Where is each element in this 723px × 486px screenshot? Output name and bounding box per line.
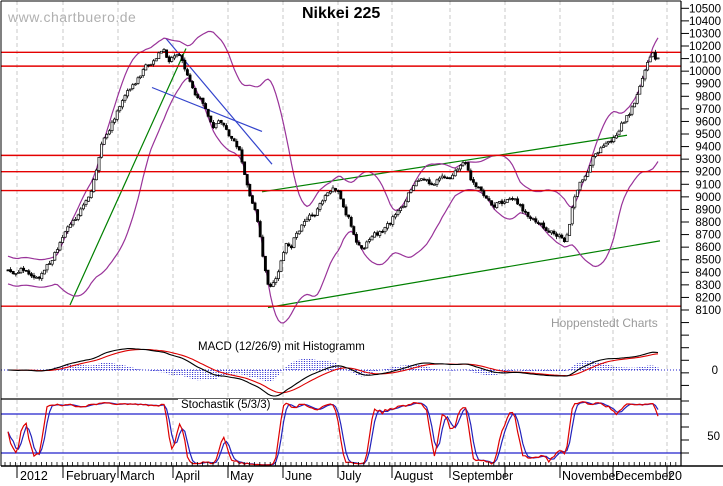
chart-title: Nikkei 225 [302,5,381,22]
svg-text:November: November [562,469,620,483]
svg-text:9900: 9900 [695,79,721,91]
svg-text:May: May [230,469,254,483]
svg-text:September: September [452,469,513,483]
svg-text:10000: 10000 [689,66,721,78]
svg-text:0: 0 [712,365,718,377]
svg-text:8500: 8500 [695,255,721,267]
svg-text:December: December [615,469,673,483]
svg-text:2012: 2012 [20,469,48,483]
svg-text:9600: 9600 [695,116,721,128]
svg-text:8200: 8200 [695,292,721,304]
svg-text:9700: 9700 [695,104,721,116]
svg-text:9200: 9200 [695,167,721,179]
svg-text:June: June [285,469,312,483]
svg-text:8100: 8100 [695,305,721,317]
svg-text:20: 20 [668,469,682,483]
svg-text:10400: 10400 [689,16,721,28]
svg-text:10500: 10500 [689,3,721,15]
svg-text:July: July [339,469,362,483]
svg-text:8700: 8700 [695,230,721,242]
brand-watermark: Hoppenstedt Charts [551,316,658,330]
svg-text:9400: 9400 [695,142,721,154]
svg-text:8900: 8900 [695,204,721,216]
svg-text:February: February [66,469,117,483]
svg-text:April: April [175,469,200,483]
macd-indicator-label: MACD (12/26/9) mit Histogramm [196,341,367,353]
svg-text:8400: 8400 [695,267,721,279]
svg-text:9100: 9100 [695,179,721,191]
svg-text:9800: 9800 [695,91,721,103]
svg-text:8600: 8600 [695,242,721,254]
svg-text:9000: 9000 [695,192,721,204]
svg-text:August: August [394,469,433,483]
svg-text:9300: 9300 [695,154,721,166]
svg-text:10200: 10200 [689,41,721,53]
site-watermark: www.chartbuero.de [8,9,137,25]
svg-text:10100: 10100 [689,54,721,66]
svg-text:March: March [120,469,155,483]
stochastik-indicator-label: Stochastik (5/3/3) [178,399,274,411]
svg-text:8800: 8800 [695,217,721,229]
svg-text:9500: 9500 [695,129,721,141]
svg-text:10300: 10300 [689,28,721,40]
svg-text:8300: 8300 [695,280,721,292]
svg-text:50: 50 [707,431,720,443]
